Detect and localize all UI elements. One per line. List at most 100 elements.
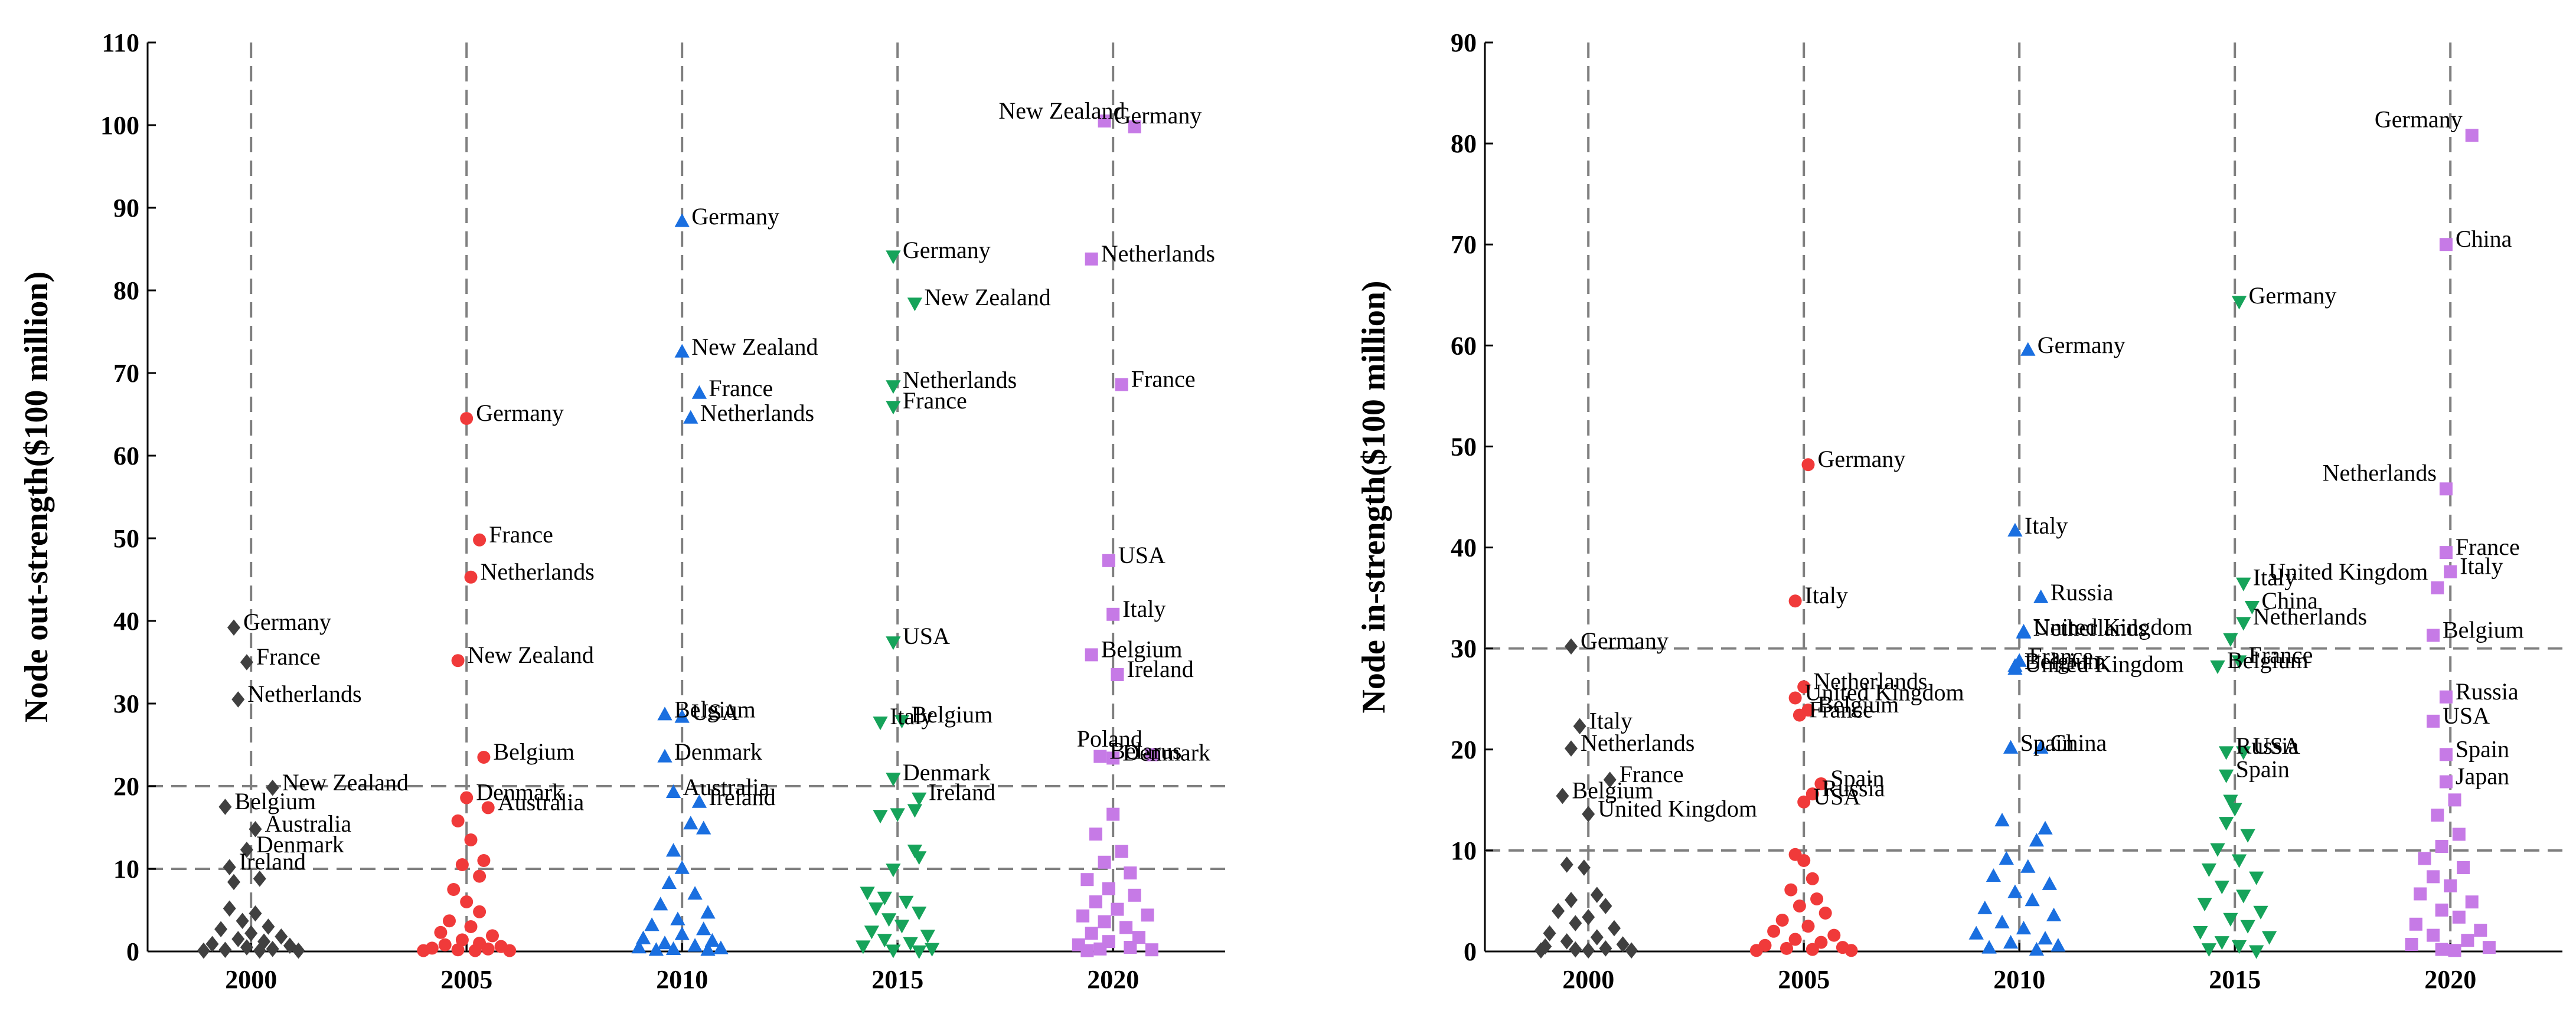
- point-2010-china: [2033, 740, 2049, 754]
- point-label-2020-spain: Spain: [2456, 735, 2509, 762]
- point-2015: [877, 891, 892, 905]
- point-label-2005-germany: Germany: [1818, 446, 1906, 472]
- point-label-2010-australia: Australia: [683, 774, 770, 800]
- point-2010-spain: [2003, 740, 2019, 754]
- point-2010: [687, 938, 703, 952]
- point-2000: [240, 939, 253, 956]
- point-label-2000-belgium: Belgium: [234, 788, 316, 815]
- point-2005-netherlands: [464, 570, 478, 584]
- point-label-2010-usa: USA: [691, 699, 739, 725]
- point-2005: [447, 883, 461, 896]
- x-tick-label: 2015: [871, 965, 923, 994]
- point-label-2000-denmark: Denmark: [256, 831, 344, 858]
- point-2015-italy: [2236, 577, 2251, 591]
- point-label-2020-netherlands: Netherlands: [1101, 240, 1215, 267]
- point-2000: [1590, 887, 1604, 903]
- point-2010: [631, 940, 647, 954]
- point-2015: [890, 808, 905, 822]
- point-2015: [860, 887, 875, 901]
- point-2000: [1599, 898, 1612, 914]
- point-label-2020-new-zealand: New Zealand: [998, 97, 1125, 124]
- point-2005: [455, 858, 469, 871]
- point-2010: [687, 886, 703, 900]
- point-2010: [2029, 941, 2045, 956]
- point-2015-france: [2231, 655, 2247, 669]
- point-2015-denmark: [886, 773, 901, 787]
- point-2000: [1608, 920, 1621, 937]
- point-2000-netherlands: [1565, 740, 1578, 757]
- point-2005: [1797, 854, 1811, 867]
- point-label-2020-belgium: Belgium: [1101, 636, 1183, 662]
- point-2020: [2465, 895, 2479, 909]
- point-2000-united-kingdom: [1582, 806, 1595, 823]
- point-label-2015-ireland: Ireland: [929, 779, 995, 806]
- point-2020: [1128, 888, 1141, 902]
- point-2000: [253, 871, 266, 887]
- point-2015-usa: [2236, 746, 2251, 760]
- point-2015: [2236, 889, 2251, 904]
- point-label-2020-denmark: Denmark: [1122, 739, 1210, 766]
- y-tick-label: 30: [1451, 634, 1477, 663]
- point-2010: [1999, 851, 2014, 865]
- x-tick-label: 2015: [2209, 965, 2261, 994]
- point-label-2005-new-zealand: New Zealand: [468, 642, 594, 668]
- point-2000-germany: [1565, 638, 1578, 655]
- point-2000: [1569, 915, 1582, 931]
- point-2015: [924, 943, 940, 957]
- in-strength-chart: 0 10 20 30 40 50 60 70 80 90 2000 2005 2010 2015 2020 N…: [1356, 28, 2562, 994]
- point-2010: [1994, 914, 2010, 928]
- point-2020-russia: [2439, 690, 2453, 704]
- point-2000: [266, 941, 279, 957]
- point-2000: [231, 931, 245, 947]
- point-2020: [1102, 882, 1115, 895]
- y-tick-label: 10: [113, 855, 139, 884]
- point-2010: [670, 911, 685, 925]
- point-2005: [1810, 892, 1824, 906]
- point-label-2010-netherlands: Netherlands: [700, 400, 814, 426]
- point-2005-belgium: [477, 751, 491, 764]
- point-2015: [2231, 854, 2247, 868]
- point-2005: [473, 905, 487, 918]
- y-tick-label: 80: [1451, 129, 1477, 158]
- point-2000: [227, 874, 240, 891]
- point-label-2010-germany: Germany: [691, 203, 779, 230]
- point-label-2000-netherlands: Netherlands: [247, 681, 361, 707]
- point-2020-usa: [2427, 714, 2440, 728]
- point-2000: [275, 928, 288, 945]
- point-2015: [912, 907, 927, 921]
- point-2020-poland: [1145, 748, 1158, 761]
- point-2015-netherlands: [2236, 617, 2251, 631]
- point-2000-belgium: [1556, 787, 1569, 804]
- point-label-2015-china: China: [2261, 587, 2318, 614]
- point-2015-belgium: [894, 715, 910, 729]
- x-tick-label: 2020: [2424, 965, 2476, 994]
- point-2005: [1801, 920, 1815, 933]
- point-2015: [899, 895, 914, 910]
- point-2010-united-kingdom: [2007, 661, 2023, 675]
- point-2005: [481, 942, 495, 956]
- point-label-2015-france: France: [2249, 642, 2313, 668]
- point-2015: [2218, 817, 2234, 831]
- point-2005: [1788, 933, 1802, 946]
- point-2005: [464, 920, 478, 933]
- point-2010: [1981, 940, 1997, 954]
- point-label-2010-new-zealand: New Zealand: [691, 333, 818, 360]
- point-2010: [696, 921, 711, 936]
- point-label-2015-russia: Russia: [2236, 732, 2299, 759]
- point-2015: [2261, 931, 2277, 945]
- point-label-2010-russia: Russia: [2051, 579, 2114, 606]
- point-2020-united-kingdom: [2431, 581, 2444, 594]
- point-label-2005-united-kingdom: United Kingdom: [1805, 679, 1964, 706]
- point-2000: [1543, 925, 1556, 941]
- point-2020-germany: [1098, 115, 1111, 127]
- point-2000-netherlands: [231, 691, 245, 708]
- point-label-2015-denmark: Denmark: [903, 759, 991, 786]
- point-2020: [2435, 840, 2448, 853]
- point-2015: [903, 937, 918, 951]
- x-tick-label: 2000: [1562, 965, 1614, 994]
- point-2020: [2461, 934, 2474, 947]
- point-2015: [886, 944, 901, 959]
- point-2005: [443, 914, 456, 928]
- series-2015: [2193, 296, 2277, 959]
- point-2020-usa: [1102, 554, 1115, 567]
